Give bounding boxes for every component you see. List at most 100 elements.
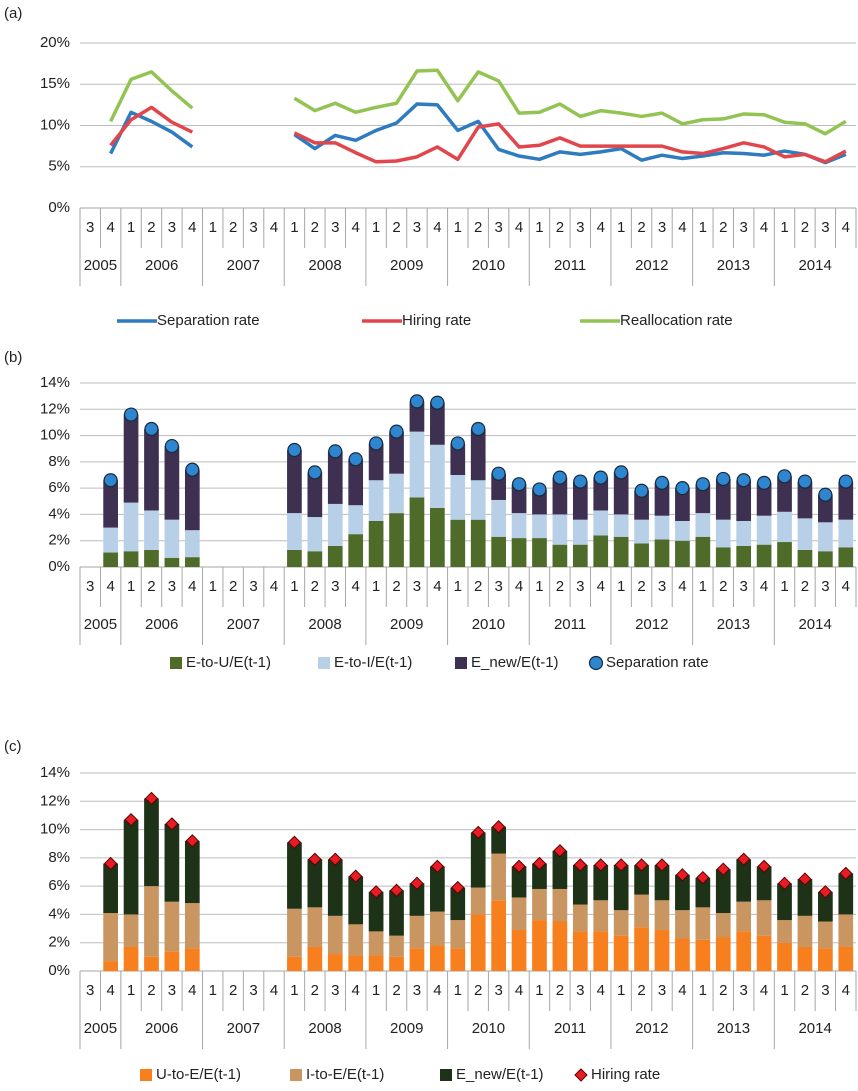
x-group-label: 2009	[390, 257, 423, 274]
bar	[552, 850, 568, 889]
x-tick-label: 1	[617, 219, 625, 236]
bar	[613, 864, 629, 911]
legend-label: E_new/E(t-1)	[471, 654, 559, 671]
legend-swatch	[290, 1069, 302, 1081]
bar	[103, 863, 118, 914]
x-tick-label: 2	[311, 982, 319, 999]
bar	[572, 931, 588, 971]
y-tick-label: 12%	[40, 792, 70, 809]
x-tick-label: 4	[678, 578, 686, 595]
x-tick-label: 4	[678, 982, 686, 999]
bar	[327, 859, 343, 916]
bar	[123, 819, 139, 915]
bar	[287, 549, 302, 567]
bar	[756, 482, 772, 516]
hiring-marker	[553, 844, 567, 858]
separation-marker	[144, 421, 159, 437]
bar	[715, 869, 731, 914]
separation-marker	[654, 475, 670, 490]
hiring-marker	[634, 858, 649, 872]
bar	[572, 904, 588, 932]
hiring-marker	[675, 868, 690, 882]
y-tick-label: 14%	[40, 374, 70, 391]
bar	[307, 472, 323, 518]
separation-marker	[389, 424, 404, 439]
bar	[736, 480, 752, 521]
x-tick-label: 1	[699, 578, 707, 595]
x-tick-label: 3	[168, 219, 176, 236]
bar	[103, 480, 118, 528]
x-group-label: 2006	[145, 616, 178, 633]
x-tick-label: 2	[392, 982, 400, 999]
bar	[777, 542, 792, 567]
bar	[593, 510, 609, 536]
x-tick-label: 3	[821, 578, 829, 595]
legend-label: Separation rate	[157, 312, 260, 329]
separation-marker	[695, 477, 710, 492]
bar	[389, 890, 404, 936]
bar	[123, 946, 139, 971]
x-group-label: 2010	[472, 257, 505, 274]
x-group-label: 2008	[308, 616, 341, 633]
bar	[715, 913, 731, 938]
x-tick-label: 2	[637, 578, 645, 595]
x-tick-label: 1	[127, 982, 135, 999]
legend-swatch	[455, 657, 467, 669]
hiring-marker	[308, 852, 322, 866]
x-tick-label: 4	[515, 982, 523, 999]
bar	[430, 866, 445, 912]
legend-swatch	[574, 1068, 588, 1082]
bar	[409, 948, 425, 971]
y-tick-label: 20%	[40, 34, 70, 51]
bar	[389, 513, 404, 567]
hiring-marker	[451, 880, 465, 895]
hiring-marker	[491, 820, 506, 834]
x-tick-label: 2	[556, 982, 564, 999]
y-tick-label: 10%	[40, 116, 70, 133]
hiring-marker	[124, 812, 138, 827]
separation-marker	[634, 483, 649, 498]
x-group-label: 2011	[554, 616, 586, 633]
x-tick-label: 1	[780, 578, 788, 595]
bar	[654, 864, 670, 901]
x-group-label: 2013	[717, 257, 750, 274]
bar	[715, 547, 731, 567]
x-tick-label: 1	[290, 578, 298, 595]
bar	[777, 920, 792, 943]
x-tick-label: 2	[229, 219, 237, 236]
bar	[634, 927, 649, 971]
bar	[327, 503, 343, 546]
hiring-marker	[389, 883, 404, 898]
legend-swatch	[140, 1069, 152, 1081]
hiring-marker	[144, 791, 159, 806]
legend-label: Hiring rate	[402, 312, 471, 329]
bar	[491, 499, 506, 537]
y-tick-label: 4%	[48, 905, 70, 922]
bar	[184, 840, 200, 904]
bar	[368, 480, 384, 521]
x-group-label: 2006	[145, 1020, 178, 1037]
y-tick-label: 0%	[48, 199, 70, 216]
x-tick-label: 3	[658, 578, 666, 595]
x-tick-label: 4	[760, 982, 768, 999]
legend-label: I-to-E/E(t-1)	[306, 1066, 384, 1083]
x-tick-label: 4	[433, 578, 441, 595]
hiring-marker	[736, 852, 751, 866]
x-tick-label: 2	[229, 982, 237, 999]
x-tick-label: 2	[801, 578, 809, 595]
bar	[756, 900, 772, 936]
bar	[164, 446, 180, 520]
x-tick-label: 3	[249, 982, 257, 999]
x-tick-label: 1	[780, 219, 788, 236]
x-tick-label: 1	[209, 219, 217, 236]
bar	[123, 551, 139, 567]
bar	[491, 826, 506, 854]
hiring-marker	[185, 834, 200, 848]
hiring-marker	[777, 876, 792, 891]
bar	[144, 510, 159, 550]
bar	[184, 557, 200, 567]
bar	[103, 527, 118, 553]
bar	[348, 459, 364, 506]
separation-marker	[757, 475, 772, 490]
bar	[123, 914, 139, 947]
